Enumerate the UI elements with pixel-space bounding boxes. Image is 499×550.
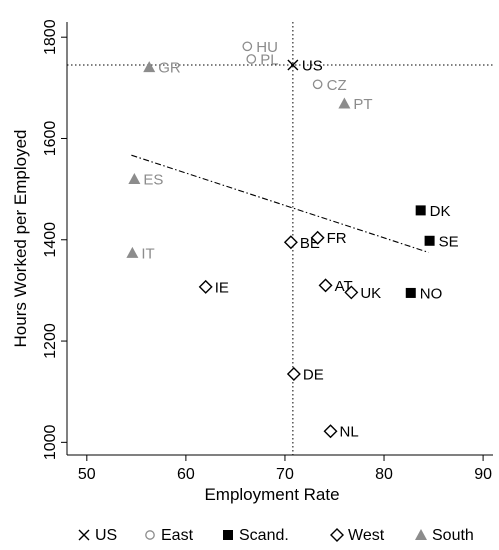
legend-label-west: West bbox=[348, 527, 385, 544]
point-us bbox=[287, 59, 299, 71]
point-es bbox=[128, 172, 141, 184]
x-tick-label-80: 80 bbox=[375, 466, 393, 483]
x-tick-label-70: 70 bbox=[276, 466, 294, 483]
point-label-cz: CZ bbox=[327, 77, 347, 94]
point-pl bbox=[246, 54, 257, 64]
point-label-ie: IE bbox=[215, 279, 229, 296]
point-label-nl: NL bbox=[340, 424, 359, 441]
point-label-pt: PT bbox=[353, 96, 372, 113]
point-label-us: US bbox=[302, 58, 323, 75]
point-label-no: NO bbox=[420, 285, 443, 302]
legend-marker-south bbox=[415, 529, 427, 540]
point-be bbox=[283, 235, 298, 250]
point-hu bbox=[242, 41, 253, 52]
legend-label-south: South bbox=[432, 527, 474, 544]
legend-label-east: East bbox=[161, 527, 194, 544]
point-no bbox=[405, 287, 416, 298]
y-tick-label-1400: 1400 bbox=[42, 222, 59, 258]
point-label-uk: UK bbox=[360, 285, 381, 302]
point-dk bbox=[415, 205, 426, 216]
x-tick-label-90: 90 bbox=[474, 466, 492, 483]
point-label-es: ES bbox=[143, 171, 163, 188]
point-nl bbox=[323, 424, 338, 439]
x-tick-label-60: 60 bbox=[177, 466, 195, 483]
point-label-it: IT bbox=[141, 245, 154, 262]
point-de bbox=[286, 366, 301, 381]
point-cz bbox=[312, 79, 323, 90]
axes: 50 60 70 80 90 1000 1200 1400 1600 1800 Employment… bbox=[11, 19, 493, 504]
point-se bbox=[424, 235, 435, 246]
point-uk bbox=[344, 285, 359, 300]
point-label-fr: FR bbox=[327, 230, 347, 247]
fit-line bbox=[131, 154, 429, 253]
y-tick-label-1800: 1800 bbox=[42, 19, 59, 55]
point-ie bbox=[198, 279, 213, 294]
point-fr bbox=[310, 230, 325, 245]
y-tick-label-1600: 1600 bbox=[42, 121, 59, 157]
legend-marker-east bbox=[145, 530, 155, 540]
legend-label-scand: Scand. bbox=[239, 527, 289, 544]
point-it bbox=[126, 246, 139, 258]
point-label-dk: DK bbox=[430, 203, 451, 220]
legend: US East Scand. West South bbox=[78, 527, 474, 544]
legend-label-us: US bbox=[95, 527, 117, 544]
point-label-pl: PL bbox=[260, 51, 278, 68]
point-label-hu: HU bbox=[256, 39, 278, 56]
x-axis-title: Employment Rate bbox=[204, 485, 339, 504]
point-pt bbox=[338, 97, 351, 109]
y-axis-title: Hours Worked per Employed bbox=[11, 130, 30, 348]
point-label-se: SE bbox=[439, 233, 459, 250]
y-tick-label-1000: 1000 bbox=[42, 424, 59, 460]
y-tick-label-1200: 1200 bbox=[42, 323, 59, 359]
point-label-de: DE bbox=[303, 366, 324, 383]
point-label-gr: GR bbox=[158, 60, 181, 77]
legend-marker-us bbox=[78, 529, 90, 541]
point-at bbox=[318, 278, 333, 293]
legend-marker-scand bbox=[223, 530, 233, 540]
legend-marker-west bbox=[330, 528, 344, 542]
x-tick-label-50: 50 bbox=[78, 466, 96, 483]
point-gr bbox=[143, 61, 156, 73]
